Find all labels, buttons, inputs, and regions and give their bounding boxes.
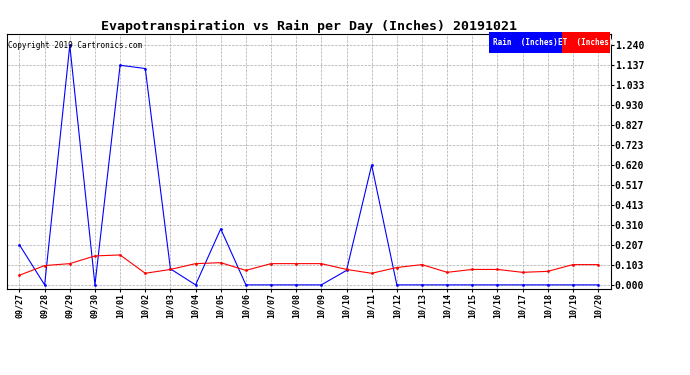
FancyBboxPatch shape xyxy=(562,32,610,53)
FancyBboxPatch shape xyxy=(489,32,562,53)
Text: ET  (Inches): ET (Inches) xyxy=(558,38,613,47)
Title: Evapotranspiration vs Rain per Day (Inches) 20191021: Evapotranspiration vs Rain per Day (Inch… xyxy=(101,20,517,33)
Text: Rain  (Inches): Rain (Inches) xyxy=(493,38,558,47)
Text: Copyright 2019 Cartronics.com: Copyright 2019 Cartronics.com xyxy=(8,41,141,50)
